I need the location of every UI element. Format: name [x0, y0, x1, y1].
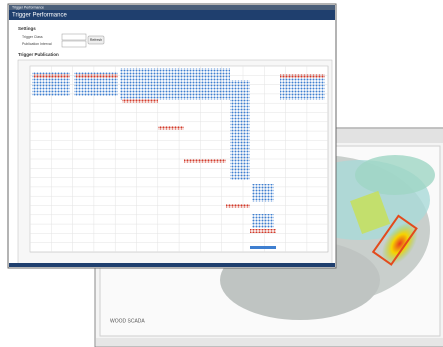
point-line — [250, 246, 276, 249]
point-cloud — [280, 74, 325, 100]
point-line — [280, 74, 325, 78]
point-line — [226, 204, 250, 208]
window-title: Trigger Performance — [12, 13, 67, 19]
point-line — [158, 126, 184, 130]
map-caption: WOOD SCADA — [110, 318, 145, 324]
front-window: Trigger Performance Trigger Performance … — [7, 3, 337, 269]
field-label: Publication Interval — [22, 42, 52, 46]
point-line — [34, 74, 70, 78]
refresh-button[interactable] — [87, 35, 105, 45]
point-cloud — [252, 214, 274, 228]
heat-block — [374, 215, 425, 272]
point-cloud — [230, 80, 250, 180]
point-cloud — [252, 184, 274, 202]
dropdown[interactable] — [61, 33, 87, 41]
app-name: Trigger Performance — [12, 5, 44, 9]
title-bar — [9, 10, 335, 20]
scrollbar — [96, 338, 443, 346]
point-line — [250, 229, 276, 233]
map-region — [355, 155, 435, 195]
button-label: Refresh — [90, 38, 102, 42]
point-line — [76, 74, 118, 78]
dropdown[interactable] — [61, 40, 87, 48]
field-label: Trigger Class — [22, 35, 43, 39]
app-bar — [9, 5, 335, 10]
heat-block — [350, 190, 391, 235]
status-bar — [9, 263, 335, 267]
point-cloud — [120, 68, 230, 100]
heat-outline — [371, 214, 418, 266]
section-heading: Settings — [18, 26, 36, 31]
point-line — [122, 99, 158, 103]
point-line — [184, 159, 226, 163]
section-heading: Trigger Publication — [18, 52, 59, 57]
